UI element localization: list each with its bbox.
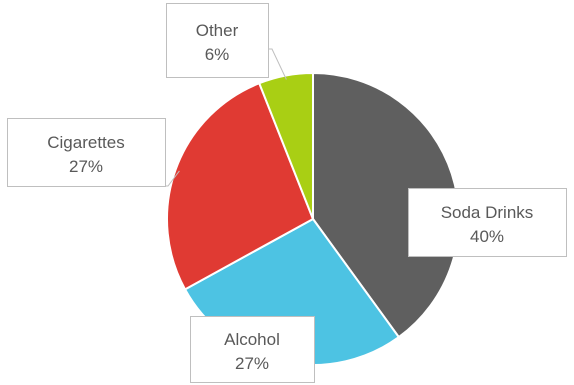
data-callouts: Soda Drinks 40% Alcohol 27% Cigarettes 27% Oth… — [7, 3, 567, 383]
pie-slice-cigarettes — [166, 82, 314, 291]
pie-slice-other — [258, 72, 314, 220]
callout-alcohol: Alcohol 27% — [190, 316, 315, 383]
callout-label-cigarettes: Cigarettes — [47, 133, 124, 152]
callout-value-other: 6% — [205, 45, 230, 64]
callout-box-alcohol — [190, 316, 315, 383]
pie-slice-soda-drinks — [312, 72, 460, 339]
callout-value-alcohol: 27% — [235, 354, 269, 373]
callout-value-cigarettes: 27% — [69, 157, 103, 176]
callout-label-alcohol: Alcohol — [224, 330, 280, 349]
callout-soda-drinks: Soda Drinks 40% — [408, 188, 567, 257]
callout-label-soda-drinks: Soda Drinks — [441, 203, 534, 222]
callout-other: Other 6% — [166, 3, 269, 78]
callout-value-soda-drinks: 40% — [470, 227, 504, 246]
leader-line-other — [268, 48, 287, 80]
callout-box-other — [166, 3, 269, 78]
callout-box-soda-drinks — [408, 188, 567, 257]
pie-slices — [166, 72, 460, 366]
callout-cigarettes: Cigarettes 27% — [7, 118, 166, 187]
callout-label-other: Other — [196, 21, 239, 40]
callout-box-cigarettes — [7, 118, 166, 187]
